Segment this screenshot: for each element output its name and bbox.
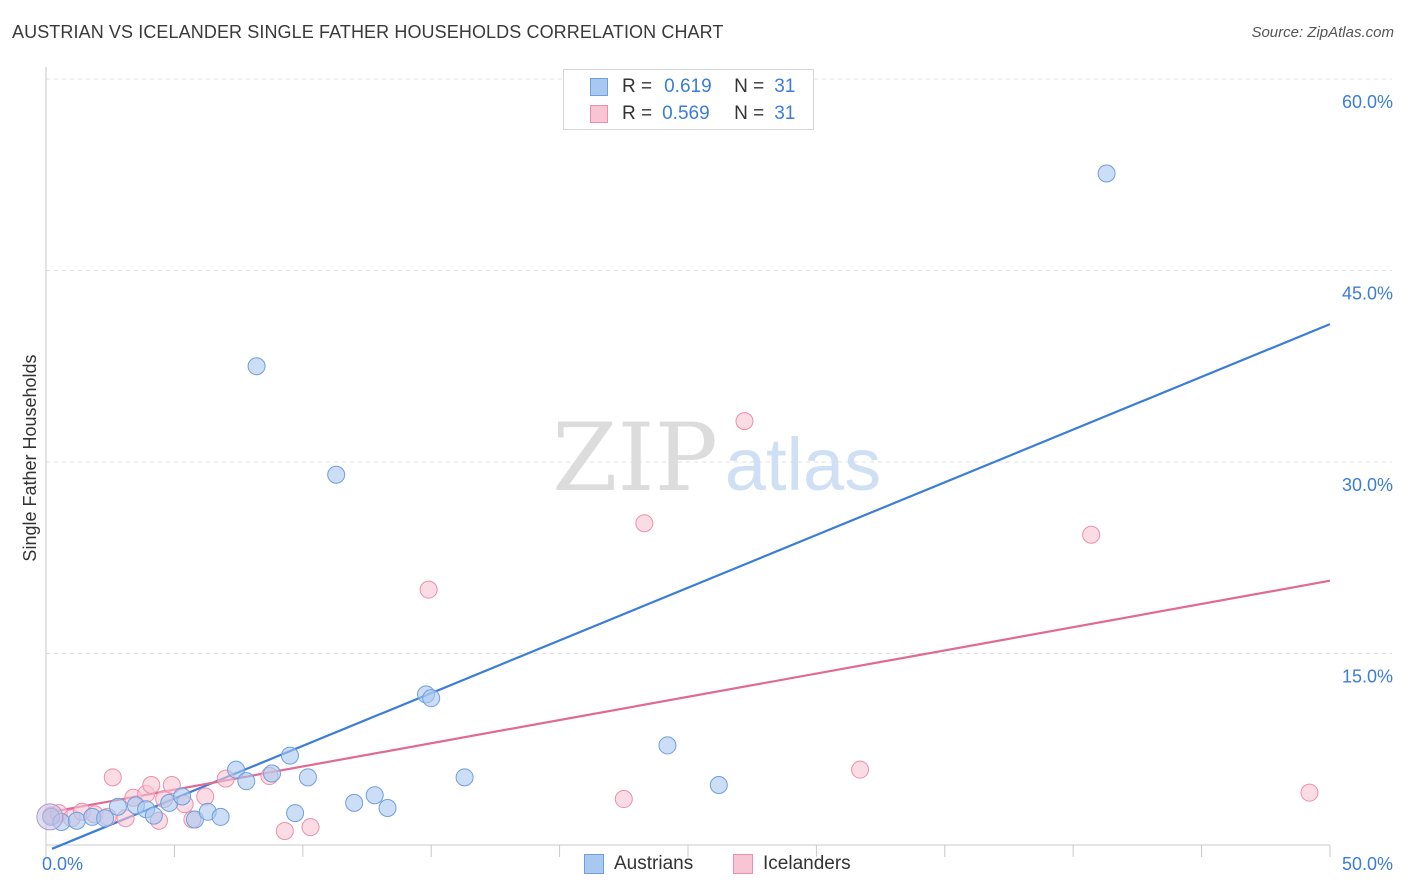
point-austrians xyxy=(96,809,115,828)
legend-n-label: N = xyxy=(734,76,765,97)
point-austrians xyxy=(144,806,163,825)
y-tick-label: 60.0% xyxy=(1342,92,1393,112)
x-tick-label-max: 50.0% xyxy=(1342,854,1393,874)
y-axis-label: Single Father Households xyxy=(20,354,40,561)
legend-swatch-icelanders xyxy=(590,105,608,123)
point-icelanders xyxy=(851,760,870,779)
watermark: ZIP atlas xyxy=(552,404,881,513)
axes xyxy=(45,67,1331,857)
point-austrians xyxy=(286,804,305,823)
legend-box: R = 0.619 N = 31 R = 0.569 N = 31 xyxy=(563,69,814,130)
point-austrians xyxy=(247,357,266,376)
point-austrians xyxy=(211,807,230,826)
point-austrians xyxy=(280,746,299,765)
bottom-legend-label-icelanders: Icelanders xyxy=(763,853,851,874)
point-austrians xyxy=(378,798,397,817)
point-austrians xyxy=(365,786,384,805)
point-icelanders xyxy=(1082,525,1101,544)
point-icelanders xyxy=(142,775,161,794)
point-austrians xyxy=(173,787,192,806)
legend-row-austrians: R = 0.619 N = 31 xyxy=(590,75,795,99)
y-tick-label: 15.0% xyxy=(1342,667,1393,687)
bottom-legend-austrians[interactable]: Austrians xyxy=(584,851,693,877)
legend-row-icelanders: R = 0.569 N = 31 xyxy=(590,102,795,126)
chart-source: Source: ZipAtlas.com xyxy=(1251,24,1394,41)
point-icelanders xyxy=(301,818,320,837)
y-tick-label: 45.0% xyxy=(1342,284,1393,304)
point-austrians xyxy=(1097,164,1116,183)
legend-r-value: 0.569 xyxy=(662,103,710,124)
x-tick-label-min: 0.0% xyxy=(42,854,83,874)
point-austrians xyxy=(455,768,474,787)
point-austrians xyxy=(327,465,346,484)
trend-line-austrians xyxy=(51,323,1331,850)
point-icelanders xyxy=(275,821,294,840)
tick-labels: 15.0% 30.0% 45.0% 60.0% 0.0% 50.0% xyxy=(42,92,1393,874)
point-austrians xyxy=(298,768,317,787)
point-austrians xyxy=(67,811,86,830)
watermark-atlas: atlas xyxy=(725,423,881,506)
point-austrians xyxy=(108,797,127,816)
chart-title: AUSTRIAN VS ICELANDER SINGLE FATHER HOUS… xyxy=(12,22,724,42)
y-tick-label: 30.0% xyxy=(1342,475,1393,495)
bottom-legend-swatch-austrians xyxy=(584,854,604,874)
point-icelanders xyxy=(1300,783,1319,802)
point-icelanders xyxy=(614,790,633,809)
legend-n-label: N = xyxy=(734,103,765,124)
point-icelanders xyxy=(735,412,754,431)
legend-n-value: 31 xyxy=(774,103,796,124)
point-austrians xyxy=(227,760,246,779)
bottom-legend-label-austrians: Austrians xyxy=(614,853,694,874)
data-points xyxy=(36,164,1319,840)
legend-r-label: R = xyxy=(622,103,653,124)
point-icelanders xyxy=(635,514,654,533)
point-icelanders xyxy=(162,775,181,794)
point-austrians xyxy=(422,689,441,708)
bottom-legend-icelanders[interactable]: Icelanders xyxy=(733,851,851,877)
point-austrians xyxy=(262,764,281,783)
legend-n-value: 31 xyxy=(774,76,796,97)
point-austrians xyxy=(658,736,677,755)
point-icelanders xyxy=(196,787,215,806)
legend-r-value: 0.619 xyxy=(664,76,712,97)
legend-r-label: R = xyxy=(622,76,653,97)
point-cluster xyxy=(36,803,64,831)
legend-swatch-austrians xyxy=(590,78,608,96)
point-icelanders xyxy=(419,580,438,599)
watermark-zip: ZIP xyxy=(552,404,718,513)
point-austrians xyxy=(237,772,256,791)
point-austrians xyxy=(345,793,364,812)
bottom-legend-swatch-icelanders xyxy=(733,854,753,874)
point-austrians xyxy=(709,775,728,794)
point-icelanders xyxy=(103,768,122,787)
